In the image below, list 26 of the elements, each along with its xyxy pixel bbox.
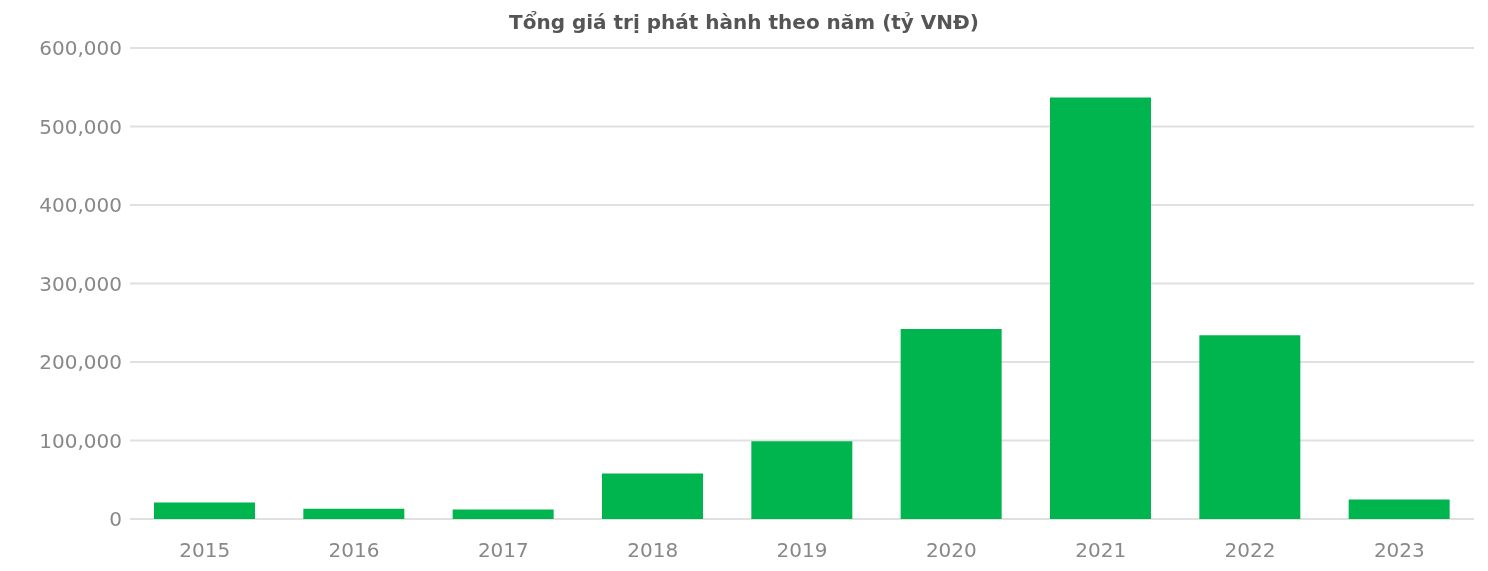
y-tick-label: 100,000 bbox=[39, 428, 122, 453]
bar bbox=[900, 329, 1002, 519]
x-tick-label: 2021 bbox=[1075, 538, 1127, 563]
bar bbox=[154, 502, 255, 519]
x-tick-label: 2018 bbox=[627, 538, 679, 563]
x-tick-label: 2015 bbox=[179, 538, 231, 563]
y-tick-label: 0 bbox=[109, 507, 122, 532]
x-tick-label: 2016 bbox=[328, 538, 380, 563]
bar bbox=[751, 441, 853, 519]
y-tick-label: 200,000 bbox=[39, 350, 122, 375]
x-tick-label: 2023 bbox=[1373, 538, 1425, 563]
bar bbox=[1348, 499, 1450, 519]
bar bbox=[303, 508, 405, 519]
y-tick-label: 400,000 bbox=[39, 193, 122, 218]
y-tick-label: 500,000 bbox=[39, 114, 122, 139]
x-tick-label: 2020 bbox=[925, 538, 977, 563]
chart-title: Tổng giá trị phát hành theo năm (tỷ VNĐ) bbox=[508, 9, 980, 36]
bar bbox=[1050, 97, 1151, 519]
x-tick-label: 2019 bbox=[776, 538, 828, 563]
bar bbox=[602, 473, 703, 519]
y-tick-label: 300,000 bbox=[39, 271, 122, 296]
y-tick-label: 600,000 bbox=[39, 36, 122, 61]
x-tick-label: 2022 bbox=[1224, 538, 1276, 563]
x-tick-label: 2017 bbox=[477, 538, 529, 563]
bar bbox=[452, 509, 554, 519]
bar bbox=[1199, 335, 1301, 519]
